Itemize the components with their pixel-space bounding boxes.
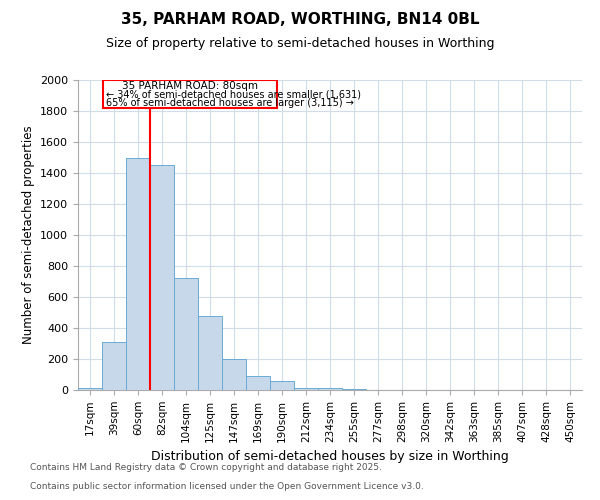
Bar	[150, 165, 174, 390]
Text: Contains HM Land Registry data © Crown copyright and database right 2025.: Contains HM Land Registry data © Crown c…	[30, 464, 382, 472]
Bar	[318, 388, 342, 390]
X-axis label: Distribution of semi-detached houses by size in Worthing: Distribution of semi-detached houses by …	[151, 450, 509, 463]
Bar	[294, 388, 318, 390]
Bar	[103, 80, 277, 108]
Bar	[102, 342, 126, 390]
Text: Contains public sector information licensed under the Open Government Licence v3: Contains public sector information licen…	[30, 482, 424, 491]
Text: 65% of semi-detached houses are larger (3,115) →: 65% of semi-detached houses are larger (…	[106, 98, 354, 108]
Bar	[198, 316, 222, 390]
Bar	[126, 158, 150, 390]
Bar	[78, 388, 102, 390]
Text: 35 PARHAM ROAD: 80sqm: 35 PARHAM ROAD: 80sqm	[122, 81, 258, 91]
Bar	[342, 389, 366, 390]
Bar	[174, 278, 198, 390]
Text: Size of property relative to semi-detached houses in Worthing: Size of property relative to semi-detach…	[106, 38, 494, 51]
Bar	[246, 376, 270, 390]
Y-axis label: Number of semi-detached properties: Number of semi-detached properties	[22, 126, 35, 344]
Text: ← 34% of semi-detached houses are smaller (1,631): ← 34% of semi-detached houses are smalle…	[106, 90, 361, 100]
Text: 35, PARHAM ROAD, WORTHING, BN14 0BL: 35, PARHAM ROAD, WORTHING, BN14 0BL	[121, 12, 479, 28]
Bar	[222, 359, 246, 390]
Bar	[270, 382, 294, 390]
